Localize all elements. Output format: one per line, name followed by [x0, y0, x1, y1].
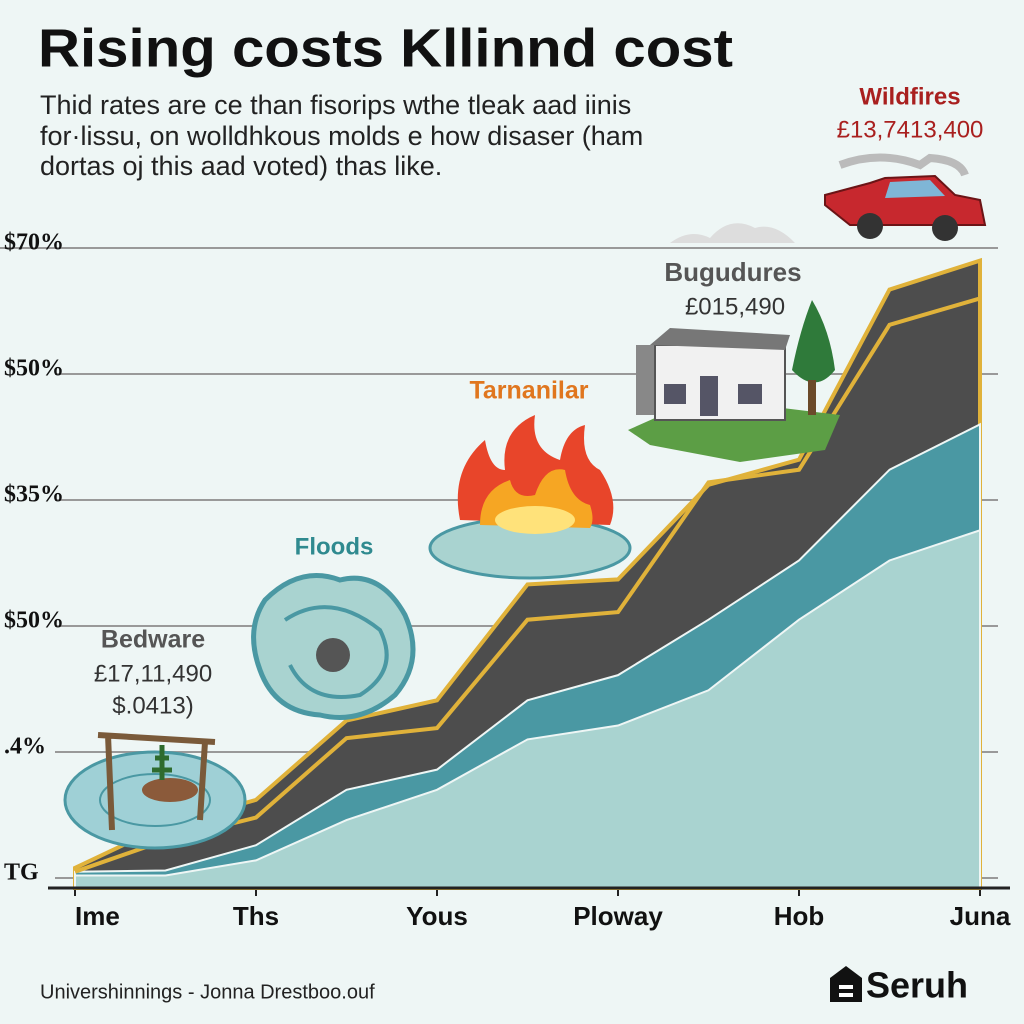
annotation-label: Bugudures — [664, 257, 801, 287]
annotation-label: Wildfires — [859, 83, 960, 110]
x-tick-label: Hob — [774, 901, 825, 931]
x-tick-label: Juna — [950, 901, 1011, 931]
y-tick-label: $35% — [4, 482, 64, 508]
annotation-note: $.0413) — [112, 692, 193, 719]
area — [74, 528, 981, 889]
y-tick-label: $50% — [4, 608, 64, 634]
annotation-amount: £015,490 — [685, 293, 785, 320]
flood-illustration — [251, 573, 416, 720]
annotation-label: Bedware — [101, 626, 205, 654]
annotation-label: Floods — [295, 533, 374, 560]
x-tick-label: Ime — [75, 901, 120, 931]
subtitle: for·lissu, on wolldhkous molds e how dis… — [40, 121, 643, 151]
y-tick-label: .4% — [4, 734, 46, 760]
x-tick-label: Ploway — [573, 901, 663, 931]
brand: Seruh — [866, 965, 968, 1006]
y-tick-label: $50% — [4, 356, 64, 382]
annotation-amount: £13,7413,400 — [837, 116, 984, 143]
brand-logo — [830, 966, 862, 1002]
y-tick-label: $70% — [4, 230, 64, 256]
annotation-amount: £17,11,490 — [94, 660, 212, 687]
x-tick-label: Yous — [406, 901, 468, 931]
annotation-label: Tarnanilar — [469, 377, 588, 405]
y-tick-label: TG — [4, 860, 39, 886]
fire-illustration — [428, 415, 632, 580]
house-illustration — [628, 300, 840, 462]
pool-illustration — [63, 732, 247, 850]
x-tick-label: Ths — [233, 901, 279, 931]
subtitle: Thid rates are ce than fisorips wthe tle… — [40, 90, 631, 120]
source: Univershinnings - Jonna Drestboo.ouf — [40, 981, 375, 1003]
chart-title: Rising costs Kllinnd cost — [38, 18, 733, 78]
subtitle: dortas oj this aad voted) thas like. — [40, 151, 442, 181]
car-illustration — [670, 153, 987, 243]
